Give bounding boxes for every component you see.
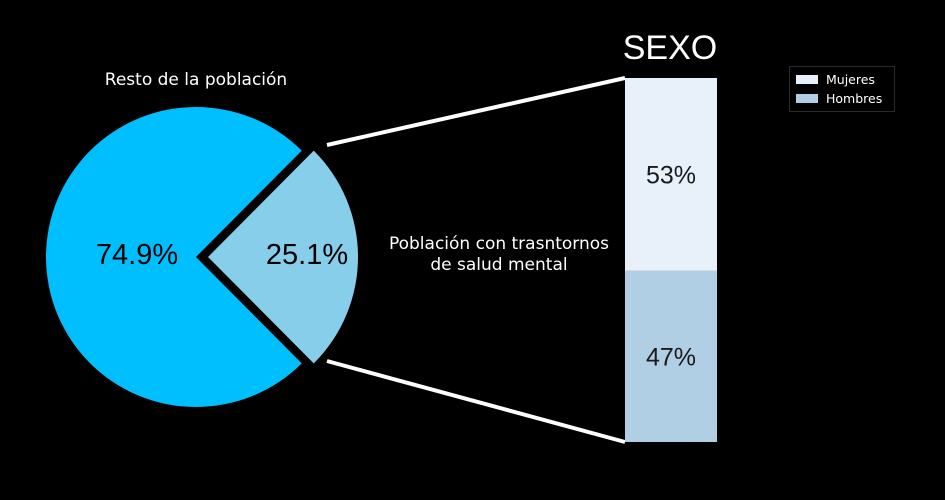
connector-line-bottom: [327, 361, 625, 442]
pie-value-label-trastornos: 25.1%: [266, 239, 348, 271]
legend-swatch-mujeres: [796, 75, 818, 84]
bar-value-label-hombres: 47%: [646, 343, 696, 371]
legend-swatch-hombres: [796, 94, 818, 103]
pie-side-label-line2: de salud mental: [430, 255, 567, 275]
bar-chart-title: SEXO: [623, 29, 717, 67]
pie-side-label-line1: Población con trasntornos: [389, 234, 609, 254]
pie-value-label-resto: 74.9%: [96, 239, 178, 271]
legend-label-mujeres: Mujeres: [826, 72, 875, 87]
pie-top-label: Resto de la población: [105, 70, 287, 90]
chart-legend: Mujeres Hombres: [789, 66, 895, 112]
legend-item-mujeres: Mujeres: [796, 70, 888, 89]
bar-value-label-mujeres: 53%: [646, 161, 696, 189]
connector-line-top: [327, 78, 625, 145]
legend-label-hombres: Hombres: [826, 91, 882, 106]
legend-item-hombres: Hombres: [796, 89, 888, 108]
